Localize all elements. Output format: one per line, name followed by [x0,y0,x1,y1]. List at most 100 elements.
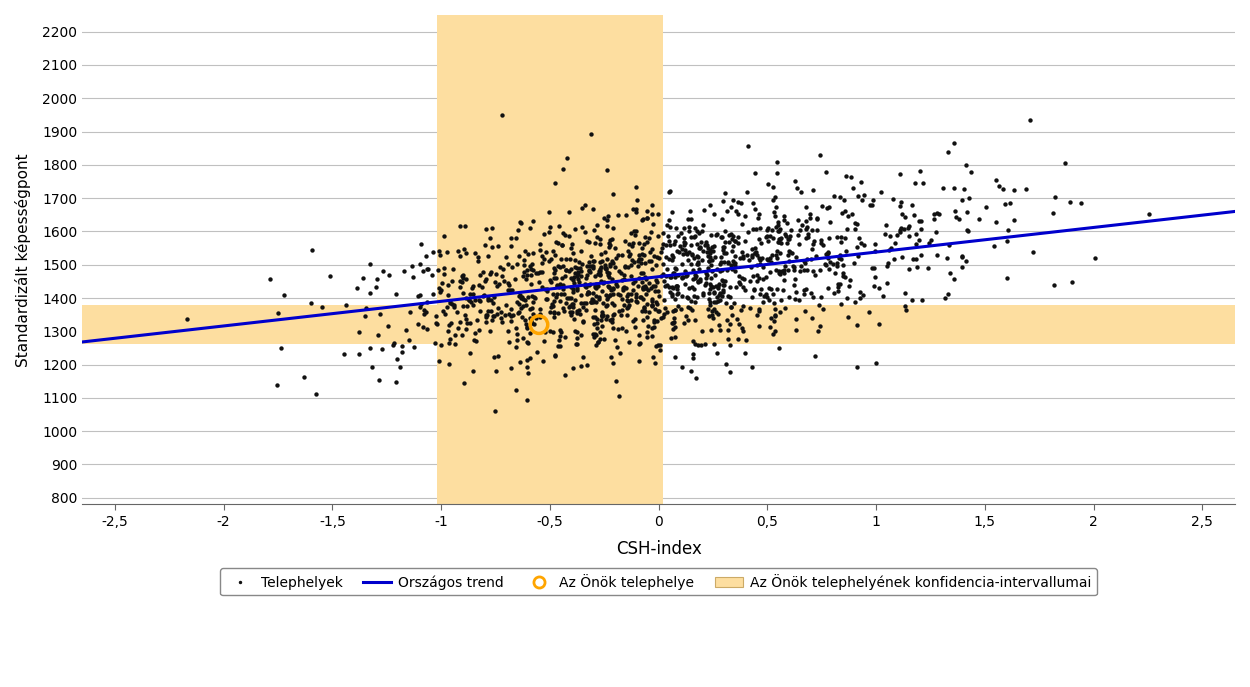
Point [501,240,521,251]
Point [588,219,608,230]
Point [674,318,694,329]
Point [634,303,654,314]
Point [749,209,769,220]
Point [722,245,742,256]
Point [632,213,652,224]
Point [550,279,570,290]
Point [809,299,829,310]
Point [712,214,732,225]
Point [569,269,589,280]
Point [632,243,652,254]
Point [742,361,762,372]
Point [600,239,620,250]
Point [722,233,742,244]
Point [621,259,641,270]
Point [742,252,762,263]
Point [720,282,740,293]
Point [582,256,602,267]
Point [685,271,705,282]
Point [899,231,919,242]
Point [890,224,910,235]
Point [818,202,838,213]
Point [518,336,538,347]
Point [951,262,971,273]
Point [681,365,701,376]
Point [696,278,716,289]
Point [718,264,738,275]
Point [454,270,474,281]
Point [625,314,645,325]
Point [682,305,702,316]
Point [335,299,355,310]
Point [584,312,604,323]
Point [1016,184,1036,195]
Point [1139,209,1159,220]
Point [638,236,658,247]
Point [685,297,705,308]
Point [626,292,646,303]
Point [542,246,562,257]
Point [354,273,374,284]
Point [596,263,616,274]
Point [503,285,522,296]
Point [735,284,755,295]
Point [454,244,474,255]
Point [652,312,672,323]
Point [540,306,560,317]
Point [435,308,455,319]
Point [551,272,571,283]
Point [461,282,481,293]
Point [890,168,910,179]
Point [765,311,785,322]
Point [608,280,628,291]
Point [700,300,720,311]
Point [628,261,648,272]
Point [544,312,564,323]
Point [360,258,380,269]
Point [794,256,814,267]
Point [956,256,976,267]
Point [925,213,945,224]
Point [656,264,676,275]
Point [570,309,590,320]
Point [876,220,896,231]
Point [755,289,775,300]
Point [305,389,325,400]
Point [939,240,959,251]
Point [585,318,605,329]
Point [945,205,965,216]
Point [549,308,569,319]
Point [595,260,615,271]
Point [515,315,535,326]
Point [876,260,896,271]
Point [550,324,570,335]
Point [606,376,626,387]
Point [761,225,781,236]
Point [536,247,556,258]
Point [769,266,789,277]
Point [535,326,555,337]
Point [904,210,924,221]
Point [592,278,612,289]
Point [1055,158,1075,169]
Point [579,264,599,275]
Point [734,325,754,336]
Point [678,292,698,303]
Point [589,291,609,302]
Point [661,272,681,283]
Point [698,303,718,314]
Point [506,384,526,395]
Point [652,268,672,279]
Point [741,262,761,273]
Point [410,290,430,301]
Point [334,348,354,359]
Point [360,343,380,354]
Point [706,306,726,317]
Point [756,232,776,243]
Point [566,307,586,318]
Point [672,258,692,269]
Point [360,287,380,298]
Point [744,283,764,294]
Point [675,239,695,250]
Point [522,291,542,302]
